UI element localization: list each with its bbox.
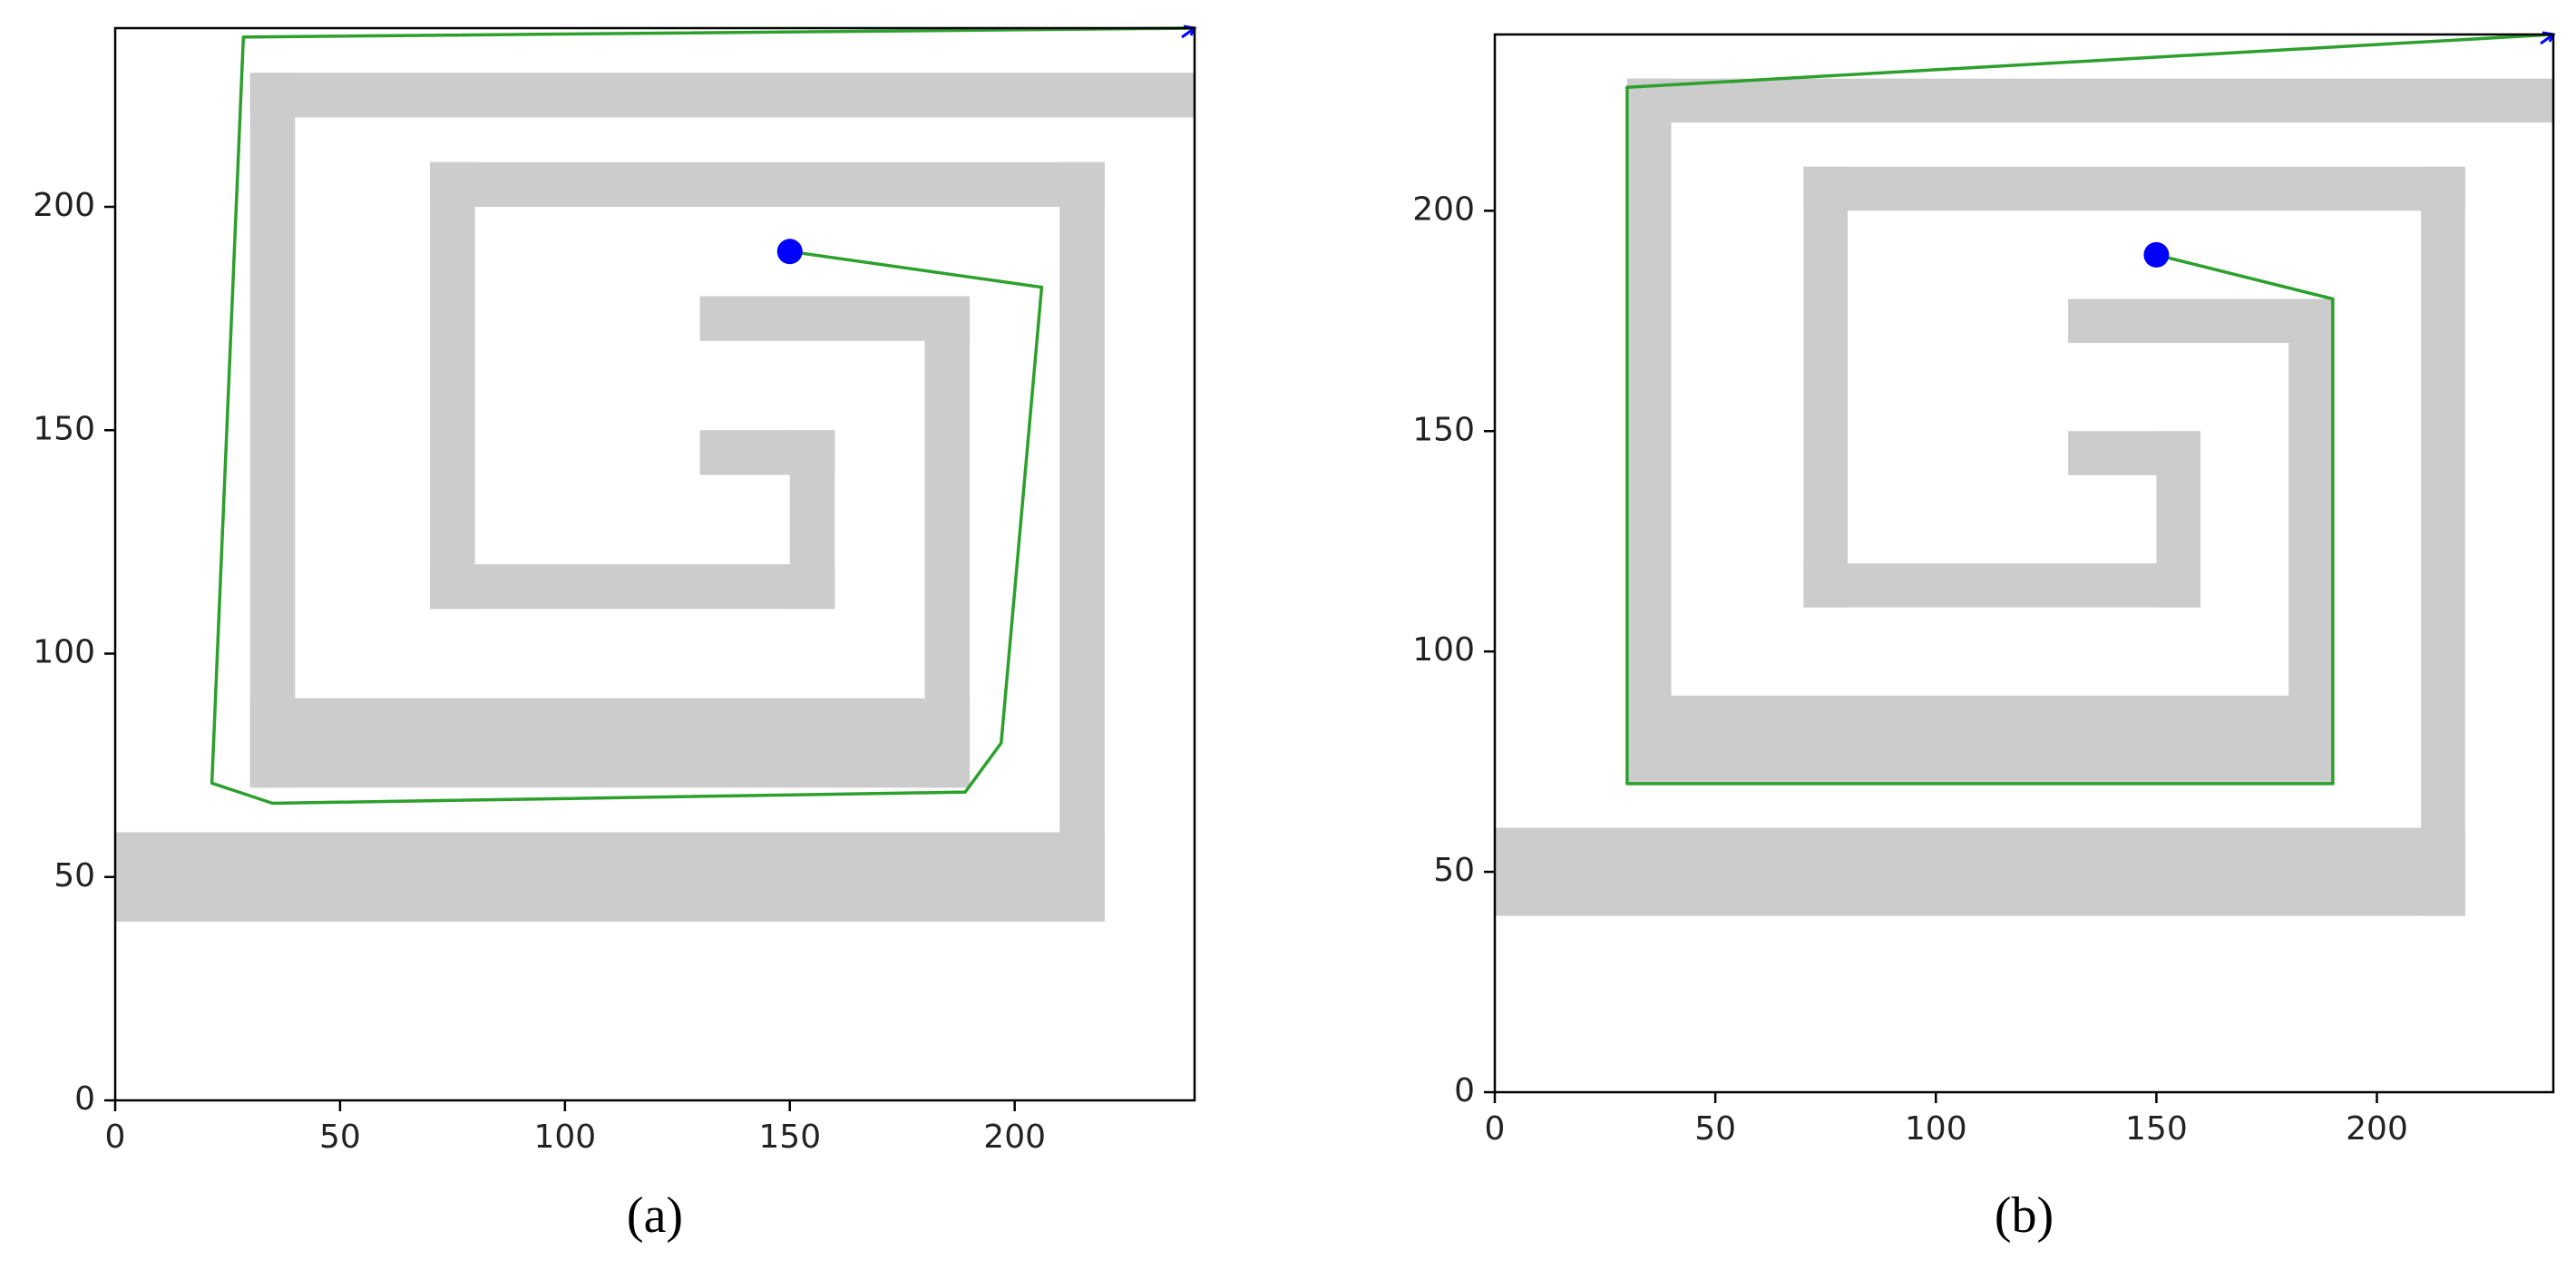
- obstacle: [1495, 827, 2465, 916]
- obstacle: [1626, 78, 1672, 784]
- x-tick-label: 0: [105, 1119, 126, 1156]
- y-tick-label: 0: [74, 1080, 95, 1118]
- y-tick-label: 50: [54, 857, 95, 894]
- obstacle: [249, 698, 971, 788]
- y-tick-label: 0: [1454, 1072, 1475, 1109]
- obstacle: [430, 161, 1105, 207]
- x-tick-label: 200: [983, 1119, 1046, 1156]
- y-tick-label: 100: [1412, 631, 1475, 669]
- obstacle: [115, 832, 1105, 922]
- start-point: [2143, 241, 2170, 268]
- obstacle: [2288, 298, 2333, 784]
- obstacle: [1803, 563, 2200, 608]
- obstacle: [2421, 166, 2465, 916]
- y-tick-label: 50: [1433, 852, 1475, 889]
- caption: (a): [627, 1187, 683, 1244]
- start-point: [776, 239, 803, 265]
- obstacle: [249, 73, 1195, 118]
- obstacle: [1059, 161, 1105, 922]
- obstacle: [249, 73, 296, 788]
- obstacle: [2068, 298, 2333, 344]
- obstacle: [2068, 431, 2200, 475]
- obstacle: [1803, 166, 2465, 211]
- obstacle: [1626, 78, 2553, 123]
- path-line: [1625, 33, 2554, 786]
- x-tick-label: 0: [1485, 1110, 1506, 1148]
- path-line: [210, 26, 1195, 806]
- x-tick-label: 50: [319, 1119, 361, 1156]
- obstacle: [430, 161, 475, 610]
- caption: (b): [1995, 1187, 2054, 1244]
- plot-frame: [1493, 33, 2555, 1094]
- obstacle: [1626, 695, 2333, 784]
- y-tick-label: 100: [33, 634, 95, 671]
- y-tick-label: 200: [1412, 190, 1475, 228]
- plot-frame: [113, 26, 1196, 1102]
- obstacle: [924, 296, 971, 788]
- obstacle: [430, 564, 835, 610]
- x-tick-label: 50: [1694, 1110, 1736, 1148]
- x-tick-label: 200: [2346, 1110, 2408, 1148]
- x-tick-label: 150: [2125, 1110, 2188, 1148]
- x-tick-label: 150: [758, 1119, 821, 1156]
- obstacle: [699, 296, 971, 341]
- x-tick-label: 100: [1905, 1110, 1967, 1148]
- y-tick-label: 200: [33, 187, 95, 224]
- obstacle: [699, 430, 835, 475]
- obstacle: [1803, 166, 1848, 608]
- x-tick-label: 100: [533, 1119, 596, 1156]
- y-tick-label: 150: [33, 410, 95, 447]
- y-tick-label: 150: [1412, 411, 1475, 448]
